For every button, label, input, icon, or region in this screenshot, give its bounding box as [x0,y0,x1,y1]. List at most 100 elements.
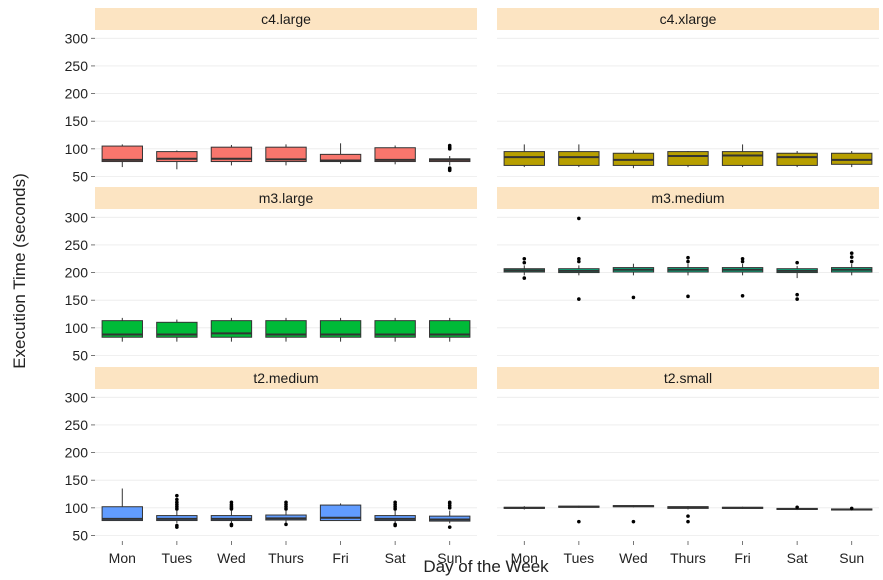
box-body [776,152,818,166]
box-c4-large-sat [374,145,416,165]
box-m3-medium-thurs [667,255,709,299]
outlier-point [175,523,179,528]
box-m3-medium-sat [776,260,818,301]
outlier-point [175,497,179,502]
panel-title: c4.xlarge [660,11,717,27]
box-body [831,152,873,165]
panel-m3-medium: m3.medium [497,187,879,356]
outlier-point [393,522,397,527]
outlier-point [849,506,854,511]
outlier-point [175,493,179,498]
y-tick-label: 250 [65,58,89,74]
y-tick-label: 50 [72,168,88,184]
x-tick-label: Wed [619,550,648,566]
outlier-point [447,525,452,529]
outlier-point [447,143,452,148]
x-tick-label: Tues [564,550,595,566]
x-tick-label: Sat [787,550,808,566]
outlier-point [795,505,799,510]
box-body [558,151,600,166]
panel-c4-large: c4.large 50 100 150 200 250 300 [65,8,477,184]
box-c4-large-thurs [265,144,307,166]
x-tick-label: Sun [839,550,864,566]
outlier-point [686,294,690,299]
box-body [429,320,471,338]
panel-title: m3.large [259,190,314,206]
y-tick-label: 150 [65,113,89,129]
box-m3-large-mon [101,317,143,342]
panel-title: t2.medium [253,370,318,386]
box-c4-large-tues [156,150,198,170]
box-t2-medium-sun [429,500,471,529]
x-tick-label: Tues [162,550,193,566]
outlier-point [229,522,234,527]
box-t2-medium-tues [156,493,198,529]
box-m3-medium-wed [612,263,655,300]
box-t2-small-mon [503,506,545,510]
x-tick-label: Sat [385,550,406,566]
box-c4-xlarge-mon [503,144,545,168]
outlier-point [795,260,799,265]
box-m3-medium-fri [721,256,764,298]
box-t2-small-fri [721,506,764,509]
outlier-point [686,259,690,264]
outlier-point [393,500,397,505]
y-tick-label: 200 [65,86,89,102]
outlier-point [522,276,527,280]
panel-strip [95,8,477,30]
box-m3-large-sat [374,317,416,342]
outlier-point [229,500,234,505]
box-m3-large-sun [429,317,471,342]
x-tick-label: Sun [437,550,462,566]
x-tick-label: Mon [511,550,538,566]
box-body [374,147,416,163]
box-c4-xlarge-tues [558,144,600,168]
outlier-point [522,256,527,261]
outlier-point [740,256,745,261]
box-t2-small-wed [612,505,655,524]
y-axis-title: Execution Time (seconds) [10,173,29,369]
box-body [101,320,143,338]
outlier-point [577,519,581,524]
box-t2-small-tues [558,505,600,524]
x-tick-label: Fri [332,550,348,566]
outlier-point [631,295,636,300]
box-t2-small-sat [776,505,818,511]
outlier-point [284,500,288,505]
outlier-point [577,256,581,261]
outlier-point [284,522,288,527]
outlier-point [849,259,854,264]
box-m3-large-fri [319,317,362,342]
box-t2-small-thurs [667,506,709,524]
box-c4-xlarge-sat [776,151,818,168]
outlier-point [522,260,527,265]
x-tick-label: Fri [734,550,750,566]
y-tick-label: 300 [65,30,89,46]
y-tick-label: 250 [65,237,89,253]
outlier-point [577,216,581,221]
y-tick-label: 150 [65,292,89,308]
panel-c4-xlarge: c4.xlarge [497,8,879,177]
x-tick-label: Thurs [268,550,304,566]
box-t2-medium-wed [210,500,253,528]
box-t2-medium-mon [101,488,143,522]
x-tick-label: Thurs [670,550,706,566]
y-tick-label: 200 [65,445,89,461]
outlier-point [686,519,690,524]
box-t2-medium-thurs [265,500,307,527]
x-tick-label: Wed [217,550,246,566]
panel-t2-medium: t2.medium 50 100 150 200 250 300 Mon Tues Wed Thur… [65,367,477,566]
box-c4-xlarge-fri [721,144,764,168]
y-tick-label: 50 [72,347,88,363]
box-t2-small-sun [831,506,873,511]
box-body [265,146,307,163]
panel-strip [497,8,879,30]
box-body [210,320,253,338]
y-tick-label: 300 [65,209,89,225]
outlier-point [577,297,581,301]
y-tick-label: 100 [65,320,89,336]
panel-title: m3.medium [651,190,724,206]
box-body [101,145,143,163]
y-tick-label: 50 [72,527,88,543]
